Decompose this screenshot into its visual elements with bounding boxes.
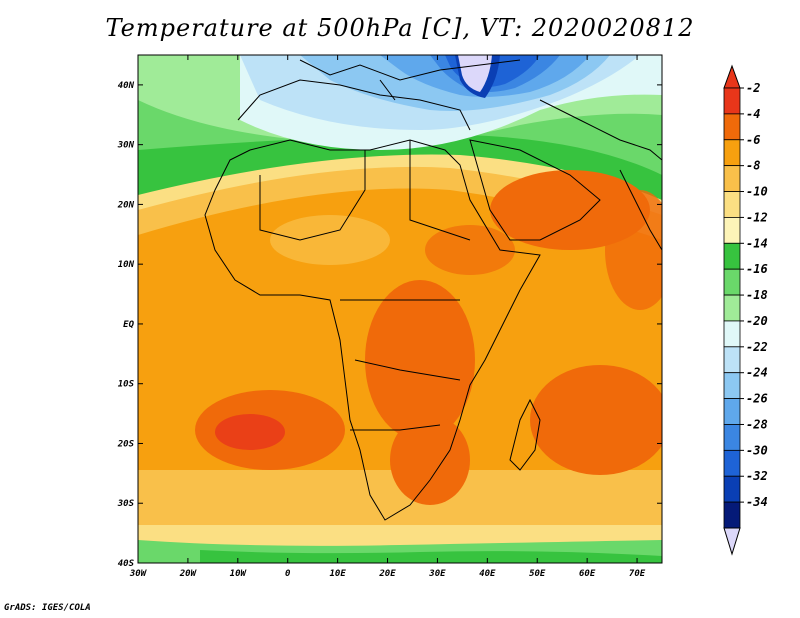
colorbar-label: -22: [746, 340, 768, 354]
y-tick-label: 10S: [118, 380, 135, 390]
colorbar-swatch: [723, 320, 741, 348]
colorbar-bottom-arrow: [723, 527, 741, 556]
colorbar-swatch: [723, 113, 741, 141]
y-tick-label: 30N: [117, 141, 135, 151]
colorbar-swatch: [723, 294, 741, 322]
y-tick-label: 40N: [118, 81, 135, 91]
x-tick-label: 40E: [479, 569, 496, 579]
x-axis: 30W 20W 10W 0 10E 20E 30E 40E 50E 60E 70E: [129, 55, 646, 579]
colorbar-top-arrow: [723, 64, 741, 89]
colorbar-swatch: [723, 424, 741, 451]
colorbar-label: -12: [746, 210, 768, 224]
colorbar-label: -24: [746, 366, 768, 380]
grads-credit: GrADS: IGES/COLA: [4, 603, 91, 613]
colorbar-swatch: [723, 87, 741, 115]
colorbar-swatch: [723, 217, 741, 244]
colorbar-swatch: [723, 139, 741, 167]
x-tick-label: 50E: [529, 569, 546, 579]
colorbar-label: -26: [746, 392, 768, 406]
plot-frame: [137, 54, 663, 564]
colorbar-swatch: [723, 268, 741, 296]
x-tick-label: 30E: [428, 569, 446, 579]
colorbar-label: -10: [746, 185, 768, 199]
colorbar-swatch: [723, 449, 741, 477]
colorbar-label: -28: [746, 417, 768, 431]
x-tick-label: 10E: [329, 569, 346, 579]
colorbar-label: -32: [746, 469, 768, 483]
colorbar-swatch: [723, 191, 741, 218]
x-tick-label: 20E: [378, 569, 396, 579]
coastlines: [204, 59, 662, 521]
y-tick-label: 40S: [118, 559, 135, 569]
colorbar-swatch: [723, 372, 741, 399]
y-tick-label: 20S: [117, 439, 135, 449]
colorbar-label: -30: [746, 443, 768, 457]
colorbar-swatch: [723, 346, 741, 374]
colorbar-swatch: [723, 165, 741, 192]
colorbar-label: -20: [746, 314, 768, 328]
y-tick-label: 30S: [117, 499, 135, 509]
x-tick-label: 60E: [579, 569, 596, 579]
x-tick-label: 30W: [129, 569, 148, 579]
colorbar-swatch: [723, 475, 741, 503]
x-tick-label: 20W: [179, 569, 198, 579]
colorbar: -2 -4 -6 -8 -10 -12 -14 -16 -18 -20 -22 -24 -26 -28 -3…: [723, 64, 768, 556]
map-title: Temperature at 500hPa [C], VT: 202002081…: [105, 14, 695, 42]
y-tick-label: 20N: [117, 200, 135, 210]
colorbar-swatch: [723, 398, 741, 425]
y-tick-label: 10N: [118, 260, 135, 270]
temperature-field: [138, 55, 662, 563]
colorbar-label: -4: [746, 107, 760, 121]
x-tick-label: 0: [285, 569, 291, 579]
y-axis: 40N 30N 20N 10N EQ 10S 20S 30S 40S: [117, 81, 662, 569]
colorbar-label: -2: [746, 81, 760, 95]
colorbar-label: -14: [746, 236, 768, 250]
colorbar-swatch: [723, 501, 741, 529]
colorbar-label: -6: [746, 133, 760, 147]
x-tick-label: 10W: [230, 569, 248, 579]
x-tick-label: 70E: [629, 569, 646, 579]
colorbar-label: -8: [746, 159, 760, 173]
y-tick-label: EQ: [123, 320, 134, 330]
colorbar-label: -34: [746, 495, 768, 509]
colorbar-label: -16: [746, 262, 768, 276]
colorbar-swatch: [723, 242, 741, 270]
colorbar-label: -18: [746, 288, 768, 302]
